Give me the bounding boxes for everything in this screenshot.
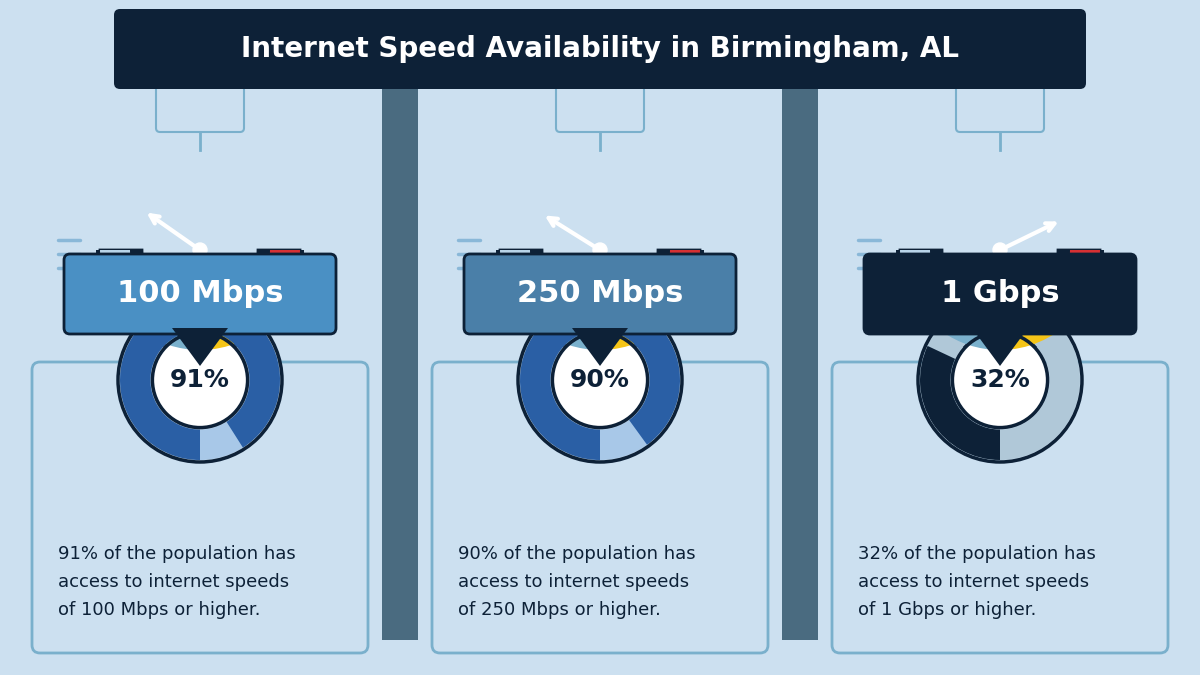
- Wedge shape: [136, 304, 194, 350]
- Polygon shape: [172, 328, 228, 366]
- Text: 250 Mbps: 250 Mbps: [517, 279, 683, 308]
- Wedge shape: [100, 250, 300, 350]
- Wedge shape: [920, 346, 1000, 460]
- Text: 91% of the population has
access to internet speeds
of 100 Mbps or higher.: 91% of the population has access to inte…: [58, 545, 295, 618]
- Wedge shape: [120, 300, 280, 460]
- FancyBboxPatch shape: [832, 362, 1168, 653]
- Wedge shape: [245, 250, 300, 327]
- Text: 100 Mbps: 100 Mbps: [116, 279, 283, 308]
- Wedge shape: [96, 250, 304, 354]
- Wedge shape: [500, 250, 700, 350]
- Wedge shape: [496, 250, 704, 354]
- Polygon shape: [572, 328, 628, 366]
- Circle shape: [554, 334, 646, 426]
- Wedge shape: [191, 304, 264, 350]
- Wedge shape: [120, 300, 280, 460]
- Text: 91%: 91%: [170, 368, 230, 392]
- FancyBboxPatch shape: [114, 9, 1086, 89]
- Wedge shape: [896, 250, 1104, 354]
- Circle shape: [193, 243, 208, 257]
- Text: 32% of the population has
access to internet speeds
of 1 Gbps or higher.: 32% of the population has access to inte…: [858, 545, 1096, 618]
- Circle shape: [593, 243, 607, 257]
- Wedge shape: [644, 250, 700, 327]
- Circle shape: [994, 243, 1007, 257]
- Wedge shape: [920, 300, 1080, 460]
- Wedge shape: [520, 300, 680, 460]
- Circle shape: [155, 334, 246, 426]
- Wedge shape: [100, 250, 155, 327]
- Text: Internet Speed Availability in Birmingham, AL: Internet Speed Availability in Birmingha…: [241, 35, 959, 63]
- Polygon shape: [972, 328, 1028, 366]
- Text: 90% of the population has
access to internet speeds
of 250 Mbps or higher.: 90% of the population has access to inte…: [458, 545, 696, 618]
- Wedge shape: [900, 250, 955, 327]
- Text: 1 Gbps: 1 Gbps: [941, 279, 1060, 308]
- Wedge shape: [520, 300, 680, 460]
- Wedge shape: [592, 304, 665, 350]
- FancyBboxPatch shape: [32, 362, 368, 653]
- FancyBboxPatch shape: [556, 84, 644, 132]
- Wedge shape: [535, 304, 594, 350]
- Bar: [782, 65, 818, 640]
- Text: 32%: 32%: [970, 368, 1030, 392]
- Bar: [382, 65, 418, 640]
- FancyBboxPatch shape: [956, 84, 1044, 132]
- Wedge shape: [936, 304, 994, 350]
- FancyBboxPatch shape: [864, 254, 1136, 334]
- Text: 90%: 90%: [570, 368, 630, 392]
- Wedge shape: [991, 304, 1064, 350]
- Wedge shape: [1045, 250, 1100, 327]
- FancyBboxPatch shape: [432, 362, 768, 653]
- Wedge shape: [900, 250, 1100, 350]
- Circle shape: [954, 334, 1045, 426]
- FancyBboxPatch shape: [464, 254, 736, 334]
- Wedge shape: [500, 250, 556, 327]
- FancyBboxPatch shape: [156, 84, 244, 132]
- FancyBboxPatch shape: [64, 254, 336, 334]
